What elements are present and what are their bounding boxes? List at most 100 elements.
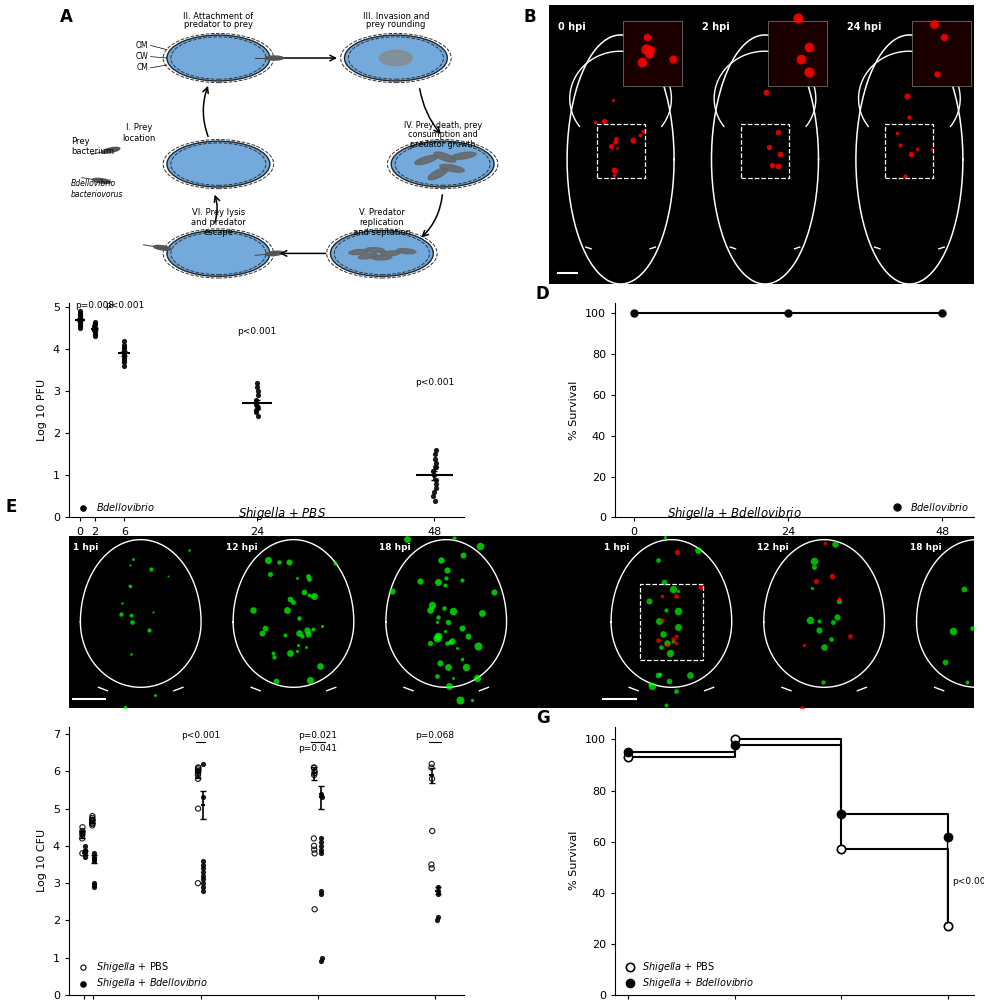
Point	[249, 379, 265, 395]
Point	[428, 476, 444, 492]
Text: I. Prey: I. Prey	[126, 123, 153, 132]
Point	[762, 139, 777, 155]
Point	[427, 446, 443, 462]
Point	[974, 610, 984, 626]
Text: V. Predator: V. Predator	[359, 208, 404, 217]
Text: $Shigella$ + $Bdellovibrio$: $Shigella$ + $Bdellovibrio$	[667, 505, 802, 522]
Point	[632, 127, 647, 143]
Ellipse shape	[392, 141, 494, 187]
Point	[432, 655, 448, 671]
Point	[449, 640, 464, 656]
Point	[655, 626, 671, 642]
Bar	[741, 124, 789, 178]
Point	[609, 140, 625, 156]
Bar	[842, 11, 976, 281]
Point	[113, 606, 129, 622]
Point	[758, 84, 773, 100]
Ellipse shape	[154, 245, 171, 250]
Point	[190, 801, 206, 817]
Bar	[768, 21, 827, 86]
Point	[659, 635, 675, 651]
Point	[87, 879, 102, 895]
Text: 0 hpi: 0 hpi	[558, 22, 585, 32]
Bar	[753, 536, 896, 708]
Point	[473, 605, 489, 621]
Point	[300, 568, 316, 584]
Text: $Bdellovibrio$: $Bdellovibrio$	[724, 0, 799, 2]
Point	[603, 138, 619, 154]
Point	[646, 722, 662, 738]
Point	[190, 771, 206, 787]
Bar	[596, 124, 645, 178]
Text: B: B	[523, 8, 536, 26]
Point	[424, 771, 440, 787]
Point	[249, 404, 265, 420]
Point	[307, 901, 323, 917]
Point	[650, 613, 666, 629]
Text: $Shigella$ + PBS: $Shigella$ + PBS	[237, 505, 326, 522]
Point	[77, 843, 92, 859]
Point	[441, 514, 457, 530]
Point	[122, 557, 138, 573]
Ellipse shape	[381, 251, 400, 256]
Point	[195, 864, 211, 880]
Point	[431, 628, 447, 644]
Point	[314, 618, 330, 634]
Point	[245, 602, 261, 618]
Point	[639, 41, 654, 57]
Point	[250, 400, 266, 416]
Point	[250, 383, 266, 399]
Point	[453, 692, 468, 708]
Point	[443, 523, 459, 539]
Point	[306, 760, 322, 776]
Point	[72, 310, 88, 326]
Point	[115, 709, 131, 725]
Point	[429, 614, 445, 630]
Point	[909, 141, 925, 157]
Point	[423, 760, 439, 776]
Point	[809, 707, 825, 723]
Point	[606, 162, 622, 178]
Legend: $Shigella$ + PBS, $Shigella$ + $Bdellovibrio$: $Shigella$ + PBS, $Shigella$ + $Bdellovi…	[74, 960, 209, 990]
Point	[670, 603, 686, 619]
Point	[903, 146, 919, 162]
Point	[892, 137, 908, 153]
Point	[472, 538, 488, 554]
Point	[605, 92, 621, 108]
Point	[826, 614, 841, 630]
Point	[190, 763, 206, 779]
Point	[142, 622, 157, 638]
Text: replication: replication	[359, 218, 404, 227]
Point	[666, 709, 682, 725]
Point	[440, 562, 456, 578]
Point	[87, 316, 102, 332]
Point	[195, 860, 211, 876]
Text: prey rounding: prey rounding	[366, 20, 426, 29]
Point	[314, 886, 330, 902]
Point	[314, 834, 330, 850]
Point	[87, 326, 102, 342]
Point	[807, 553, 823, 569]
Point	[422, 635, 438, 651]
Point	[87, 849, 102, 865]
Point	[809, 573, 825, 589]
Point	[147, 687, 162, 703]
Point	[430, 909, 446, 925]
Legend: $Shigella$ + PBS, $Shigella$ + $Bdellovibrio$: $Shigella$ + PBS, $Shigella$ + $Bdellovi…	[620, 960, 755, 990]
Point	[650, 667, 666, 683]
Point	[288, 643, 304, 659]
Text: consumption and: consumption and	[407, 130, 477, 139]
Text: 2 hpi: 2 hpi	[703, 22, 730, 32]
Point	[195, 868, 211, 884]
Point	[650, 552, 666, 568]
Point	[437, 623, 453, 639]
Point	[412, 573, 428, 589]
Point	[195, 857, 211, 873]
Text: CM: CM	[137, 63, 149, 72]
Ellipse shape	[266, 56, 283, 60]
Point	[294, 628, 310, 644]
Point	[313, 883, 329, 899]
Y-axis label: Log 10 CFU: Log 10 CFU	[37, 829, 47, 892]
Point	[661, 673, 677, 689]
Point	[643, 676, 658, 692]
